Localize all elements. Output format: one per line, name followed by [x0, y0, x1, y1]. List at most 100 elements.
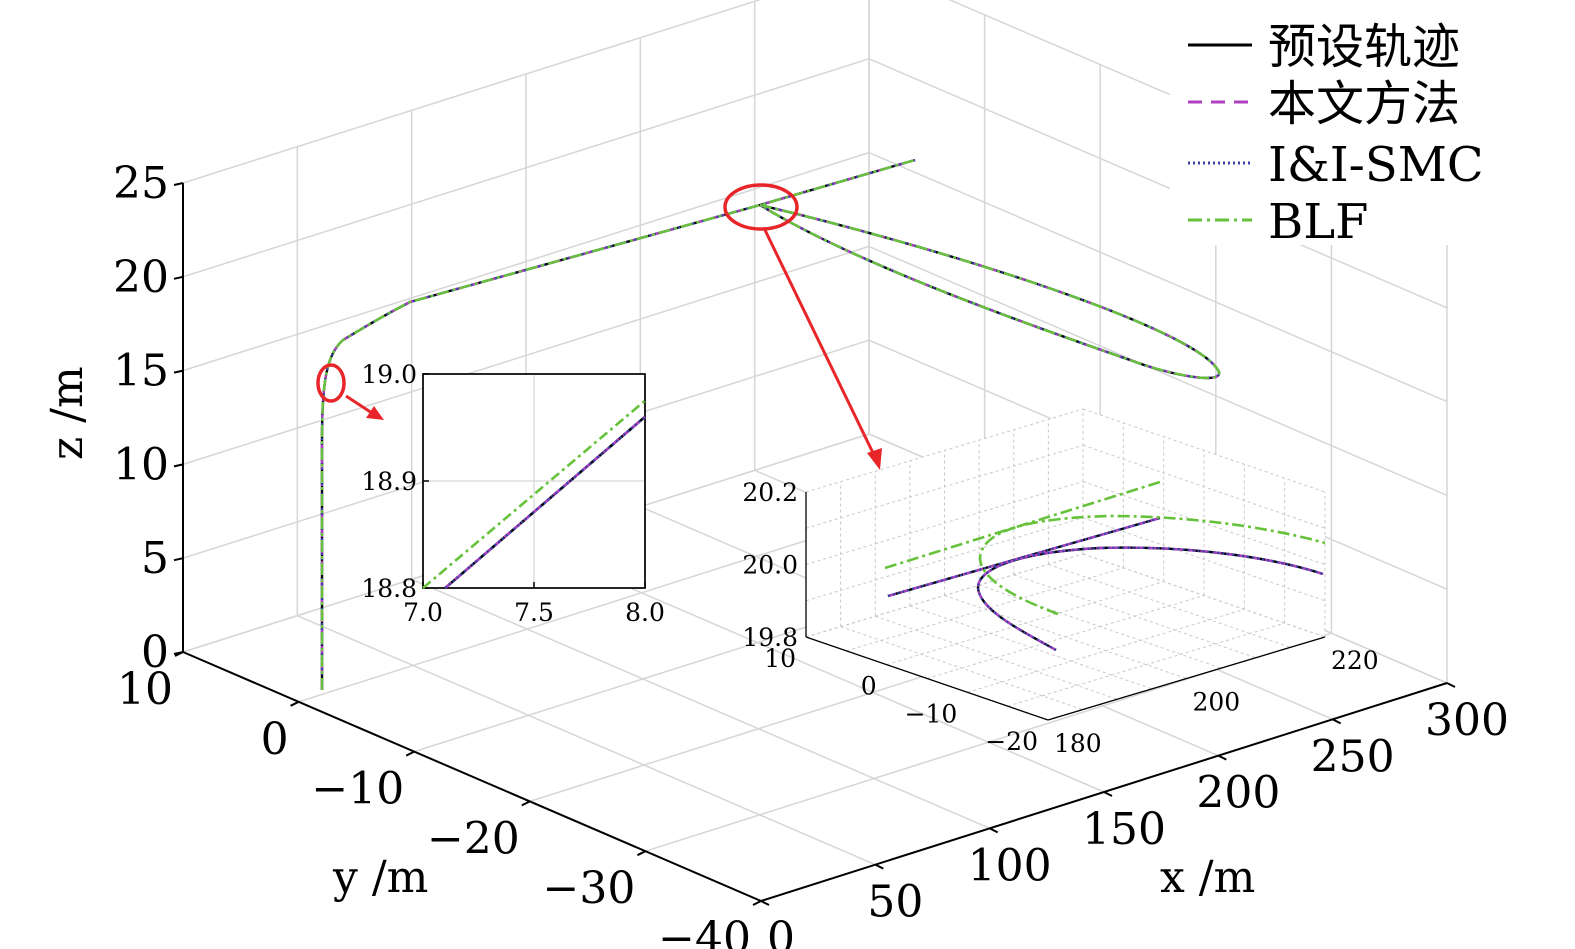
- right-inset-floor-grid-y-4: [967, 608, 1245, 693]
- x-tick-mark-3: [1103, 791, 1113, 797]
- left-inset-border: [422, 373, 646, 589]
- main-axes: [173, 182, 1456, 906]
- right-inset-floor-grid-y-5: [1007, 622, 1285, 707]
- y-tick-label-1: 0: [261, 714, 289, 765]
- legend-label-2: I&I-SMC: [1268, 137, 1484, 193]
- z-tick-label-0: 0: [141, 627, 169, 678]
- right-inset-side-grid-z-3: [1082, 444, 1326, 529]
- x-tick-label-1: 50: [867, 877, 923, 928]
- left-inset-x-tick-label-0: 7.0: [403, 598, 443, 627]
- zoom-arrow-right: [762, 227, 876, 456]
- legend-label-3: BLF: [1268, 194, 1368, 250]
- right-inset-series-line-2: [887, 516, 1324, 652]
- right-inset-side-grid-z-0: [1082, 553, 1326, 638]
- left-inset-series-line-3: [422, 399, 646, 589]
- back-wall-grid-z-5: [182, 0, 762, 184]
- x-tick-mark-2: [989, 827, 999, 834]
- y-tick-mark-4: [636, 850, 646, 857]
- z-axis-label: z /m: [42, 366, 93, 460]
- right-inset: 19.8 20.0 20.2 10 0 −10 −20 180 200 220: [742, 408, 1379, 758]
- right-inset-y-axis: [805, 636, 1049, 721]
- x-tick-label-2: 100: [968, 840, 1052, 891]
- right-inset-y-tick-label-0: 10: [764, 644, 796, 673]
- side-wall-grid-z-2: [868, 245, 1448, 497]
- right-inset-z-tick-label-0: 19.8: [742, 623, 798, 652]
- z-tick-label-5: 25: [113, 158, 169, 209]
- x-tick-label-6: 300: [1425, 695, 1509, 746]
- left-inset-x-tick-label-2: 8.0: [625, 598, 665, 627]
- y-axis-label: y /m: [332, 852, 428, 903]
- zoom-circle-left: [316, 363, 346, 403]
- main-series-line-3: [320, 158, 1221, 690]
- side-wall-grid-z-3: [868, 151, 1448, 403]
- z-tick-mark-4: [173, 275, 184, 280]
- left-inset-x-tick-label-1: 7.5: [514, 598, 554, 627]
- right-inset-series-line-3: [884, 480, 1326, 616]
- right-inset-back-grid-z-2: [805, 481, 1084, 565]
- x-tick-mark-5: [1332, 718, 1342, 725]
- floor-grid-x-2: [411, 578, 990, 830]
- z-tick-mark-3: [173, 369, 184, 374]
- right-inset-side-grid-z-4: [1082, 408, 1326, 493]
- right-inset-back-grid-z-0: [805, 553, 1084, 638]
- x-tick-label-4: 200: [1196, 768, 1280, 819]
- right-inset-x-axis: [1047, 636, 1326, 721]
- right-inset-back-grid-z-1: [805, 517, 1084, 602]
- right-inset-z-tick-label-1: 20.0: [742, 551, 798, 580]
- x-tick-mark-0: [760, 900, 770, 906]
- y-tick-label-2: −10: [311, 764, 404, 815]
- y-tick-label-5: −40: [658, 913, 751, 949]
- zoom-circle-right: [723, 183, 799, 231]
- left-inset: 7.0 7.5 8.0 18.8 18.9 19.0: [361, 360, 665, 627]
- zoom-arrow-left: [345, 394, 373, 415]
- x-axis-label: x /m: [1160, 852, 1255, 903]
- left-inset-y-tick-label-2: 19.0: [361, 360, 417, 389]
- left-inset-y-tick-label-1: 18.9: [361, 467, 417, 496]
- right-inset-y-tick-label-2: −10: [905, 699, 958, 728]
- y-tick-mark-1: [290, 700, 300, 707]
- zoom-arrowhead-left: [366, 406, 384, 420]
- back-wall-grid-z-3: [182, 151, 870, 372]
- back-wall-grid-z-4: [182, 58, 870, 278]
- right-inset-side-grid-z-2: [1082, 481, 1326, 565]
- x-tick-mark-6: [1446, 682, 1456, 688]
- right-inset-y-tick-label-1: 0: [861, 672, 877, 701]
- zoom-markers: [316, 183, 882, 470]
- right-inset-back-grid-z-3: [805, 444, 1084, 529]
- right-inset-x-tick-label-2: 220: [1331, 646, 1379, 675]
- main-trajectory: [320, 158, 1221, 690]
- x-tick-label-3: 150: [1082, 804, 1166, 855]
- floor-grid-x-1: [297, 614, 876, 866]
- right-inset-back-grid-z-4: [805, 408, 1084, 493]
- x-tick-mark-4: [1217, 754, 1227, 761]
- y-tick-label-0: 10: [117, 664, 173, 715]
- y-tick-mark-5: [752, 900, 762, 906]
- legend-box: [1170, 20, 1550, 245]
- z-tick-mark-1: [173, 557, 184, 562]
- z-tick-mark-2: [173, 463, 184, 468]
- legend-label-0: 预设轨迹: [1268, 19, 1460, 75]
- z-tick-label-1: 5: [141, 533, 169, 584]
- right-inset-floor-grid-y-1: [846, 567, 1124, 652]
- y-tick-label-4: −30: [543, 863, 636, 914]
- z-tick-label-2: 10: [113, 439, 169, 490]
- legend-label-1: 本文方法: [1268, 76, 1460, 132]
- right-inset-z-tick-label-2: 20.2: [742, 478, 798, 507]
- y-tick-mark-3: [521, 800, 531, 807]
- x-tick-mark-1: [874, 863, 884, 870]
- x-tick-label-5: 250: [1311, 731, 1395, 782]
- y-tick-mark-2: [405, 750, 415, 757]
- y-tick-mark-0: [174, 651, 184, 657]
- y-axis-line: [182, 651, 762, 902]
- back-wall-grid-z-2: [182, 245, 870, 466]
- left-inset-series-line-2: [444, 415, 646, 589]
- legend: 预设轨迹 本文方法 I&I-SMC BLF: [1170, 19, 1550, 250]
- right-inset-side-grid-z-1: [1082, 517, 1326, 602]
- right-inset-x-tick-label-0: 180: [1054, 729, 1102, 758]
- y-tick-label-3: −20: [427, 813, 520, 864]
- left-inset-y-tick-label-0: 18.8: [361, 574, 417, 603]
- zoom-arrowhead-right: [867, 448, 882, 470]
- right-inset-y-tick-label-3: −20: [985, 727, 1038, 756]
